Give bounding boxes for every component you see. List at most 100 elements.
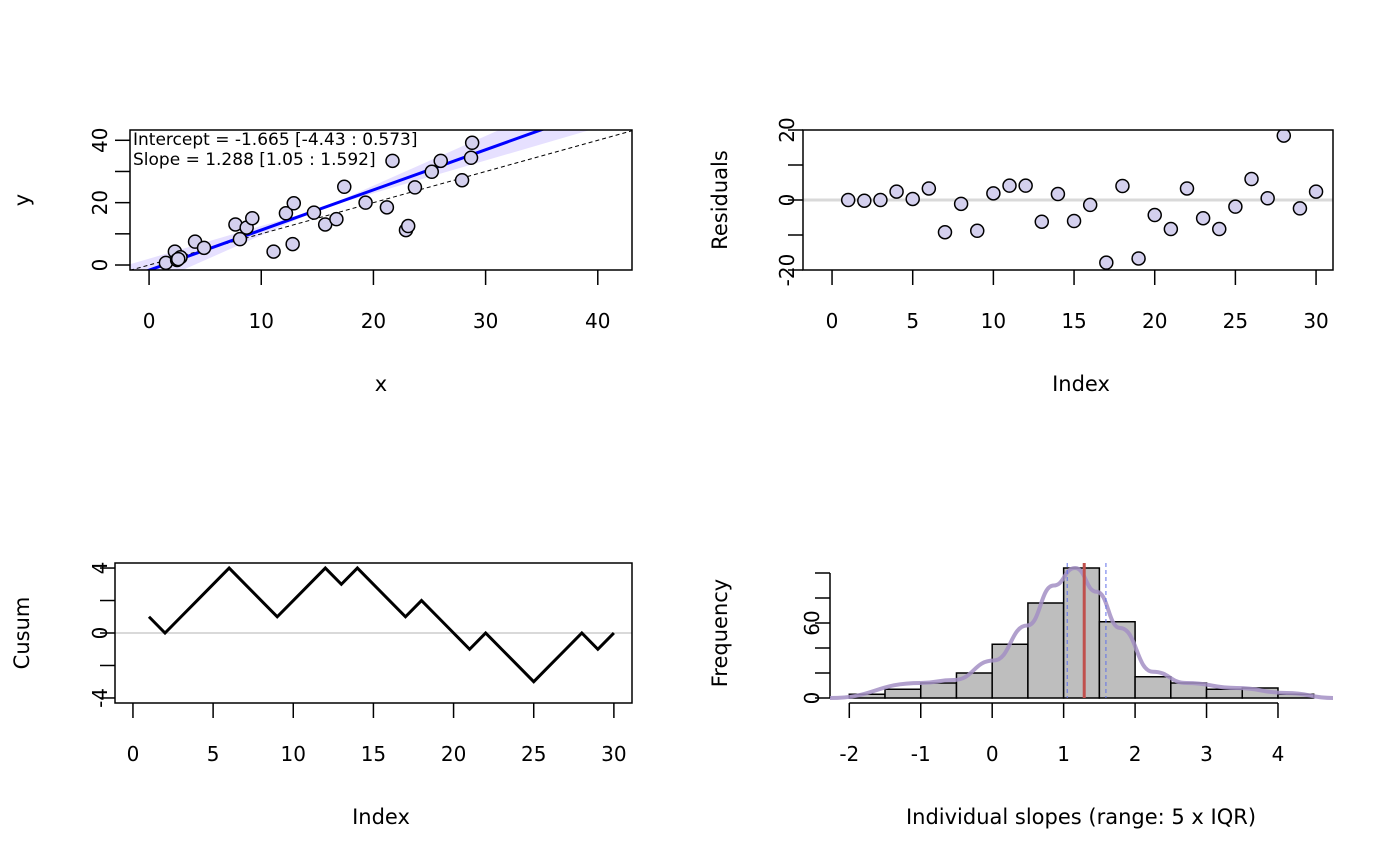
plot-frame	[114, 562, 633, 704]
data-point	[358, 195, 373, 210]
data-point	[306, 205, 322, 220]
x-tick-label: 20	[1142, 309, 1167, 333]
data-point	[245, 210, 260, 226]
residual-point	[1099, 255, 1114, 270]
panel-histogram: -2 -1 0 1 2 3 4 0 60 Individual slopes (range: 5 …	[708, 563, 1334, 829]
histogram-bar	[991, 643, 1029, 699]
histogram-bar	[1205, 688, 1244, 699]
histogram-bar	[1027, 602, 1065, 699]
residual-point	[1276, 130, 1292, 143]
y-tick-label: 60	[800, 610, 824, 635]
data-point	[329, 211, 344, 227]
panel-scatter-fit: 0 10 20 30 40 0 20 40 x y Intercept = -1.665 [-4.4…	[10, 128, 633, 396]
residual-point	[1163, 221, 1179, 237]
x-tick-label: 3	[1200, 742, 1213, 766]
panel-cusum: 0 5 10 15 20 25 30 -4 0 4 Index Cusum	[10, 562, 633, 829]
residual-point	[1308, 184, 1324, 199]
y-tick-label: 40	[88, 128, 112, 153]
data-point	[464, 135, 480, 151]
x-tick-label: -1	[911, 742, 931, 766]
plot-area	[115, 565, 632, 684]
x-tick-label: 2	[1129, 742, 1142, 766]
residual-point	[1195, 210, 1211, 226]
residual-point	[1212, 221, 1227, 237]
data-point	[400, 218, 416, 234]
data-point	[232, 231, 248, 247]
plot-frame	[802, 129, 1334, 271]
residual-point	[1292, 201, 1308, 216]
data-point	[196, 240, 212, 256]
residual-point	[857, 193, 872, 208]
data-point	[463, 150, 479, 166]
data-point	[285, 236, 300, 252]
x-tick-label: 4	[1272, 742, 1285, 766]
residual-point	[1147, 207, 1162, 223]
y-tick-label: 20	[88, 190, 112, 215]
y-axis-label: Cusum	[10, 597, 34, 670]
x-tick-label: 25	[521, 742, 546, 766]
x-tick-label: -2	[839, 742, 859, 766]
y-tick-label: 0	[88, 259, 112, 272]
x-tick-label: 0	[986, 742, 999, 766]
y-axis-label: Frequency	[708, 579, 732, 688]
residual-point	[840, 192, 856, 208]
x-axis-label: Index	[1052, 372, 1110, 396]
residual-point	[889, 184, 904, 199]
x-tick-label: 25	[1223, 309, 1248, 333]
data-point	[266, 244, 281, 259]
y-axis-label: Residuals	[708, 150, 732, 250]
residual-point	[1115, 178, 1130, 194]
y-tick-label: -20	[775, 254, 799, 287]
residual-point	[905, 191, 920, 207]
data-point	[286, 196, 302, 211]
plot-area	[130, 130, 632, 270]
data-point	[379, 200, 395, 215]
residual-point	[1002, 178, 1017, 193]
data-point	[278, 206, 294, 221]
residual-point	[1131, 251, 1146, 266]
residual-point	[1066, 213, 1082, 229]
x-tick-label: 30	[1303, 309, 1328, 333]
x-axis-label: x	[375, 372, 387, 396]
x-tick-label: 15	[1061, 309, 1086, 333]
confidence-band	[130, 130, 591, 270]
x-tick-label: 30	[473, 309, 498, 333]
density-curve	[829, 565, 1334, 700]
residual-point	[937, 224, 953, 240]
x-tick-label: 5	[906, 309, 919, 333]
cusum-line	[147, 565, 615, 684]
residual-point	[1244, 171, 1259, 187]
plot-area	[803, 130, 1333, 270]
x-tick-label: 20	[361, 309, 386, 333]
y-tick-label: 0	[88, 627, 112, 640]
x-tick-label: 1	[1057, 742, 1070, 766]
residual-point	[986, 186, 1001, 201]
x-axis-label: Index	[352, 805, 410, 829]
y-axis-label: y	[10, 194, 34, 206]
histogram-bar	[1062, 567, 1101, 699]
y-tick-label: 20	[775, 117, 799, 142]
data-point	[407, 180, 423, 195]
residual-point	[1018, 178, 1033, 193]
x-tick-label: 10	[981, 309, 1006, 333]
x-tick-label: 0	[143, 309, 156, 333]
x-tick-label: 5	[207, 742, 220, 766]
x-tick-label: 15	[361, 742, 386, 766]
x-tick-label: 10	[249, 309, 274, 333]
residual-point	[969, 223, 985, 239]
regression-line	[145, 130, 546, 270]
x-tick-label: 20	[441, 742, 466, 766]
plot-frame	[129, 129, 633, 271]
histogram-bar	[1134, 676, 1172, 699]
residual-point	[921, 181, 937, 196]
data-point	[424, 164, 440, 180]
residual-point	[1228, 199, 1243, 214]
residual-point	[1034, 214, 1050, 229]
panel-residuals: 0 5 10 15 20 25 30 -20 0 20 Index Residuals	[708, 117, 1334, 396]
data-point	[385, 153, 400, 169]
residual-point	[953, 196, 969, 212]
x-tick-label: 10	[281, 742, 306, 766]
residual-point	[1179, 181, 1195, 196]
residual-point	[1050, 186, 1066, 202]
